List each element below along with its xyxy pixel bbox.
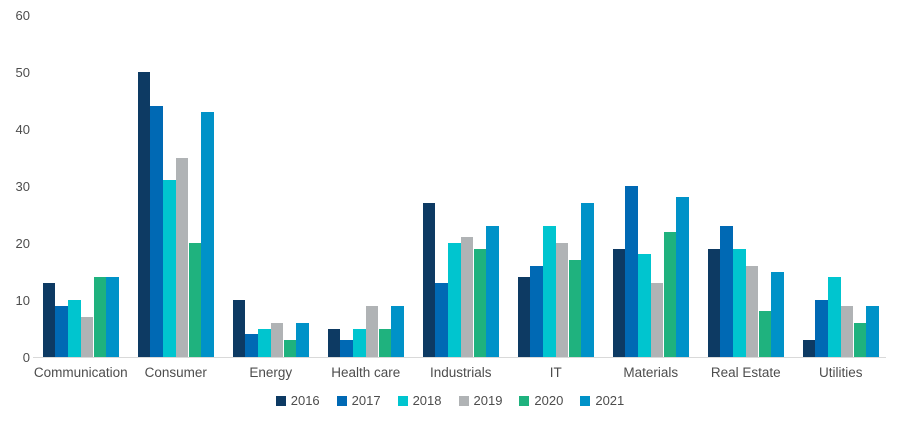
bar-2021-materials [676, 197, 689, 357]
bar-2017-materials [625, 186, 639, 357]
bar-2017-energy [245, 334, 259, 357]
legend-label: 2017 [351, 393, 381, 408]
bar-2020-consumer [188, 243, 202, 357]
bar-2018-energy [258, 328, 271, 357]
x-axis-category-label: Real Estate [710, 365, 781, 380]
legend-item-2018: 2018 [397, 393, 442, 408]
y-axis-tick-label: 20 [15, 235, 30, 251]
bar-2019-health-care [365, 305, 379, 357]
y-axis-tick-label: 0 [22, 349, 30, 365]
bar-2017-communication [55, 305, 69, 357]
x-axis-category-label: Consumer [144, 365, 207, 380]
legend-swatch-icon [336, 395, 347, 406]
bar-2017-health-care [340, 339, 354, 357]
bar-2018-industrials [448, 243, 461, 357]
bar-2018-utilities [828, 277, 841, 357]
bar-2021-utilities [866, 305, 879, 357]
legend-item-2021: 2021 [580, 393, 624, 408]
legend-label: 2020 [534, 393, 564, 408]
y-axis-tick-label: 40 [15, 121, 30, 137]
bar-2017-industrials [435, 282, 449, 357]
legend-label: 2021 [595, 393, 625, 408]
bar-2018-it [543, 225, 556, 357]
bar-2019-energy [270, 322, 284, 357]
bar-2017-it [530, 265, 544, 357]
bar-2019-utilities [840, 305, 854, 357]
legend-item-2019: 2019 [458, 393, 503, 408]
bar-2020-communication [93, 277, 107, 357]
bar-2020-industrials [473, 248, 487, 357]
x-axis-category-label: Utilities [819, 365, 863, 380]
bar-2016-industrials [422, 203, 436, 357]
bar-2016-real-estate [707, 248, 721, 357]
bar-2016-health-care [327, 328, 341, 357]
legend-swatch-icon [275, 395, 286, 406]
x-axis-category-label: Industrials [430, 365, 492, 380]
legend-swatch-icon [397, 395, 408, 406]
bar-2019-real-estate [745, 265, 759, 357]
bar-2020-utilities [853, 322, 867, 357]
bar-2020-real-estate [758, 311, 772, 357]
legend-label: 2019 [473, 393, 503, 408]
legend-swatch-icon [458, 395, 469, 406]
x-axis-category-label: IT [549, 365, 562, 380]
bar-2021-communication [106, 277, 119, 357]
bar-2016-energy [232, 300, 246, 357]
bar-2016-utilities [802, 339, 816, 357]
bar-2019-communication [80, 317, 94, 357]
legend-swatch-icon [580, 395, 591, 406]
bar-2018-real-estate [733, 248, 746, 357]
bar-2018-consumer [163, 180, 176, 357]
bar-2018-materials [638, 254, 651, 357]
bar-2021-consumer [201, 111, 214, 357]
legend-label: 2016 [290, 393, 320, 408]
bar-2021-it [581, 203, 594, 357]
bar-2020-it [568, 260, 582, 357]
legend: 2016 2017 2018 2019 2020 2021 [0, 393, 900, 408]
bar-2021-health-care [391, 305, 404, 357]
bar-2019-it [555, 243, 569, 357]
bar-2017-real-estate [720, 225, 734, 357]
y-axis-tick-label: 60 [15, 7, 30, 23]
bar-2016-it [517, 277, 531, 357]
legend-item-2020: 2020 [519, 393, 563, 408]
y-axis-tick-label: 50 [15, 64, 30, 80]
bar-2016-communication [42, 282, 56, 357]
y-axis-tick-label: 30 [15, 178, 30, 194]
x-axis-category-label: Communication [33, 365, 128, 380]
bar-2020-health-care [378, 328, 392, 357]
bar-2019-consumer [175, 157, 189, 357]
bar-2020-energy [283, 339, 297, 357]
bar-2021-energy [296, 322, 309, 357]
x-axis-category-label: Materials [623, 365, 679, 380]
bar-2019-industrials [460, 237, 474, 357]
y-axis-tick-label: 10 [15, 292, 30, 308]
legend-swatch-icon [519, 395, 530, 406]
bar-2021-real-estate [771, 271, 784, 357]
bar-2016-consumer [137, 72, 151, 357]
x-axis-line [33, 357, 886, 358]
bar-2021-industrials [486, 225, 499, 357]
bar-2018-communication [68, 300, 81, 357]
legend-label: 2018 [412, 393, 442, 408]
bar-2017-consumer [150, 106, 164, 357]
bar-2018-health-care [353, 328, 366, 357]
legend-item-2017: 2017 [336, 393, 381, 408]
x-axis-category-label: Health care [331, 365, 401, 380]
legend-item-2016: 2016 [275, 393, 320, 408]
bar-2020-materials [663, 231, 677, 357]
x-axis-category-label: Energy [249, 365, 293, 380]
bar-2016-materials [612, 248, 626, 357]
bar-2019-materials [650, 282, 664, 357]
bar-2017-utilities [815, 300, 829, 357]
